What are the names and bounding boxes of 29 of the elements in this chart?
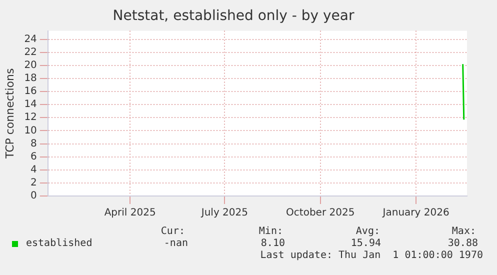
y-tick-label: 0	[30, 190, 37, 202]
text: Avg:	[356, 226, 380, 237]
y-tick-label: 16	[24, 86, 37, 98]
y-tick-label: 10	[24, 125, 37, 136]
y-tick-label: 6	[30, 151, 37, 162]
text: Last update: Thu Jan 1 01:00:00 1970	[260, 250, 483, 261]
y-tick-label: 2	[30, 178, 37, 189]
y-tick-label: 18	[24, 73, 37, 84]
chart-title: Netstat, established only - by year	[112, 8, 354, 24]
text: Max:	[452, 226, 476, 237]
y-tick-label: 12	[24, 112, 37, 124]
y-axis-title: TCP connections	[3, 68, 16, 160]
x-tick-label: January 2026	[382, 208, 450, 219]
y-tick-label: 14	[24, 99, 37, 110]
x-tick-label: October 2025	[286, 208, 355, 219]
y-tick-label: 8	[30, 138, 37, 150]
text: 8.10	[260, 238, 285, 249]
legend-label: established	[26, 238, 92, 249]
x-tick-label: July 2025	[200, 208, 248, 219]
y-tick-label: 24	[24, 34, 37, 45]
y-tick-label: 4	[30, 164, 37, 176]
text: Min:	[258, 226, 283, 237]
y-tick-label: 22	[24, 46, 37, 58]
text: -nan	[164, 238, 188, 249]
text: 30.88	[448, 238, 478, 249]
text: 15.94	[350, 238, 381, 249]
text: Cur:	[160, 226, 185, 237]
x-tick-label: April 2025	[104, 208, 156, 219]
y-tick-label: 20	[24, 60, 37, 71]
